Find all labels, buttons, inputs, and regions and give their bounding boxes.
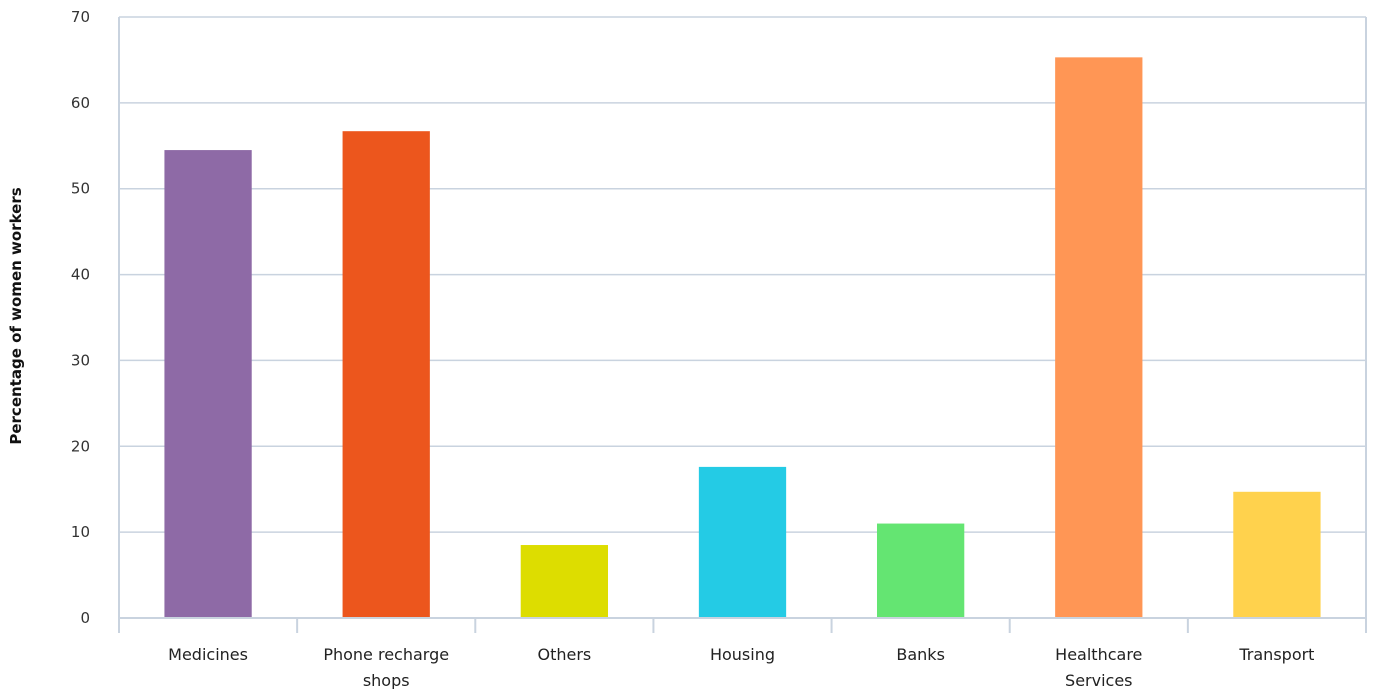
x-category-label: Phone recharge: [323, 645, 449, 664]
y-tick-label: 10: [71, 523, 90, 541]
y-tick-label: 50: [71, 180, 90, 198]
grid-lines: [118, 16, 1367, 619]
x-category-label: Transport: [1238, 645, 1314, 664]
y-axis-ticks: 0 10 20 30 40 50 60 70: [71, 8, 90, 627]
bar: [342, 131, 430, 618]
y-tick-label: 20: [71, 437, 90, 455]
bar: [698, 466, 787, 618]
x-category-label: Banks: [896, 645, 945, 664]
bar: [876, 523, 965, 618]
y-tick-label: 70: [71, 8, 90, 26]
x-category-label: Services: [1065, 671, 1132, 689]
y-axis-title: Percentage of women workers: [7, 187, 25, 444]
bar: [1055, 57, 1143, 619]
bar: [520, 545, 609, 618]
x-category-label: Housing: [710, 645, 775, 664]
bar: [1233, 491, 1321, 618]
x-axis-labels: Medicines Phone recharge shops Others Housin…: [168, 645, 1314, 689]
x-category-label: Medicines: [168, 645, 248, 664]
x-category-label: shops: [363, 671, 410, 689]
bars: [164, 57, 1321, 619]
bar: [164, 150, 252, 619]
y-tick-label: 40: [71, 266, 90, 284]
x-category-label: Others: [537, 645, 591, 664]
y-tick-label: 30: [71, 351, 90, 369]
x-category-label: Healthcare: [1055, 645, 1142, 664]
y-tick-label: 0: [80, 609, 90, 627]
x-axis: [118, 617, 1367, 633]
y-tick-label: 60: [71, 94, 90, 112]
